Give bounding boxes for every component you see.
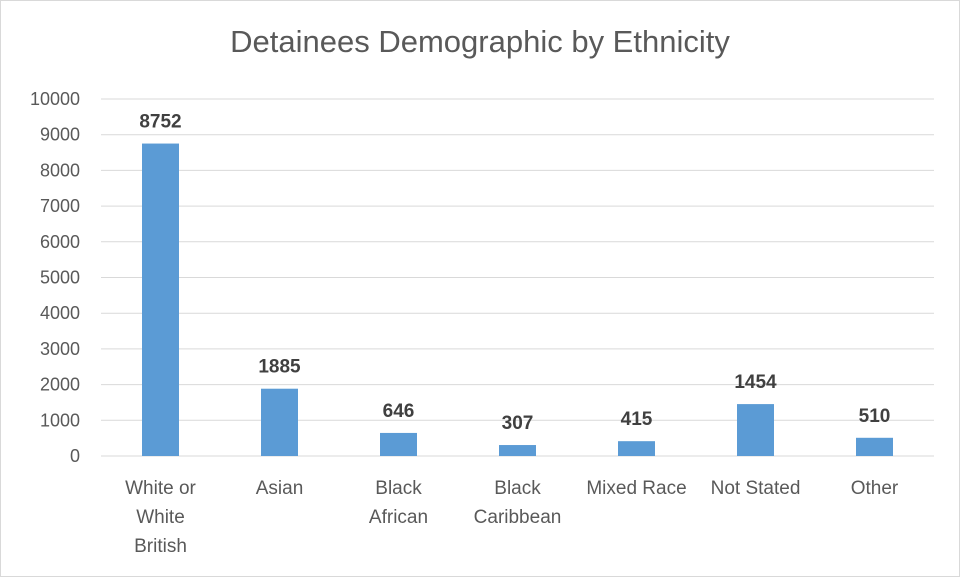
y-tick-label: 10000 <box>30 89 80 109</box>
bars <box>142 143 893 457</box>
category-label: White or White British <box>125 478 196 557</box>
gridlines <box>101 98 934 457</box>
data-label: 510 <box>859 406 891 427</box>
y-tick-label: 7000 <box>40 196 80 216</box>
category-label: Black Caribbean <box>474 478 562 528</box>
data-label: 307 <box>502 413 534 434</box>
bar <box>499 445 536 456</box>
category-label: Not Stated <box>711 478 801 499</box>
category-label: Asian <box>256 478 304 499</box>
bar <box>737 404 774 456</box>
y-tick-label: 5000 <box>40 268 80 288</box>
chart-title: Detainees Demographic by Ethnicity <box>230 24 730 59</box>
category-label: Mixed Race <box>586 478 686 499</box>
y-tick-label: 1000 <box>40 410 80 430</box>
y-tick-label: 2000 <box>40 375 80 395</box>
category-label: Black African <box>369 478 428 528</box>
bar <box>261 388 298 456</box>
y-tick-label: 8000 <box>40 160 80 180</box>
y-tick-label: 6000 <box>40 232 80 252</box>
data-label: 415 <box>621 409 653 430</box>
data-label: 1885 <box>258 357 301 378</box>
bar <box>142 143 179 457</box>
bar <box>618 441 655 456</box>
y-tick-label: 3000 <box>40 339 80 359</box>
data-label: 8752 <box>139 112 181 133</box>
data-label: 1454 <box>734 372 777 393</box>
bar <box>856 437 893 456</box>
y-tick-label: 4000 <box>40 303 80 323</box>
y-tick-label: 9000 <box>40 125 80 145</box>
bar <box>380 432 417 456</box>
data-labels: 8752 1885 646 307 415 1454 510 <box>139 112 890 434</box>
data-label: 646 <box>383 401 415 422</box>
y-axis-tick-labels: 0 1000 2000 3000 4000 5000 6000 7000 8000 9000 100… <box>30 89 80 466</box>
category-label: Other <box>851 478 899 499</box>
y-tick-label: 0 <box>70 446 80 466</box>
x-axis-category-labels: White or White British Asian Black African Bla… <box>125 478 899 557</box>
